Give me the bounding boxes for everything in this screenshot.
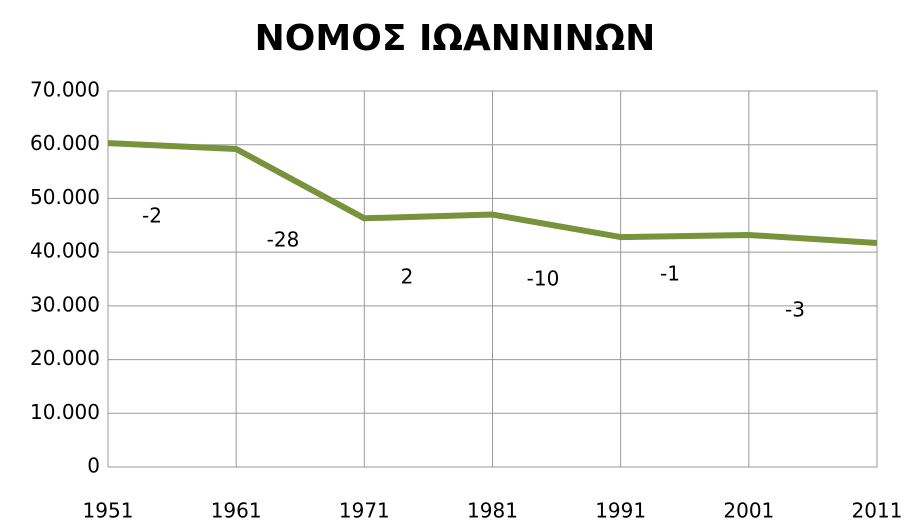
y-tick-label: 0: [87, 454, 100, 478]
annotation: -10: [527, 267, 560, 291]
annotation: 2: [401, 265, 414, 289]
y-tick-label: 40.000: [30, 239, 100, 263]
annotation: -1: [660, 262, 680, 286]
y-tick-label: 70.000: [30, 78, 100, 102]
chart-title: ΝΟΜΟΣ ΙΩΑΝΝΙΝΩΝ: [255, 18, 656, 59]
x-tick-label: 2001: [723, 499, 774, 522]
annotation: -28: [267, 228, 300, 252]
x-tick-label: 1981: [467, 499, 518, 522]
x-tick-label: 1991: [595, 499, 646, 522]
annotation: -3: [785, 298, 805, 322]
y-tick-label: 50.000: [30, 185, 100, 209]
x-tick-label: 1961: [211, 499, 262, 522]
y-tick-label: 10.000: [30, 400, 100, 424]
x-tick-label: 2011: [852, 499, 903, 522]
y-tick-label: 20.000: [30, 346, 100, 370]
x-tick-label: 1971: [339, 499, 390, 522]
line: [107, 140, 878, 247]
x-tick-label: 1951: [83, 499, 134, 522]
y-tick-label: 60.000: [30, 131, 100, 155]
y-tick-label: 30.000: [30, 292, 100, 316]
annotation: -2: [142, 204, 162, 228]
